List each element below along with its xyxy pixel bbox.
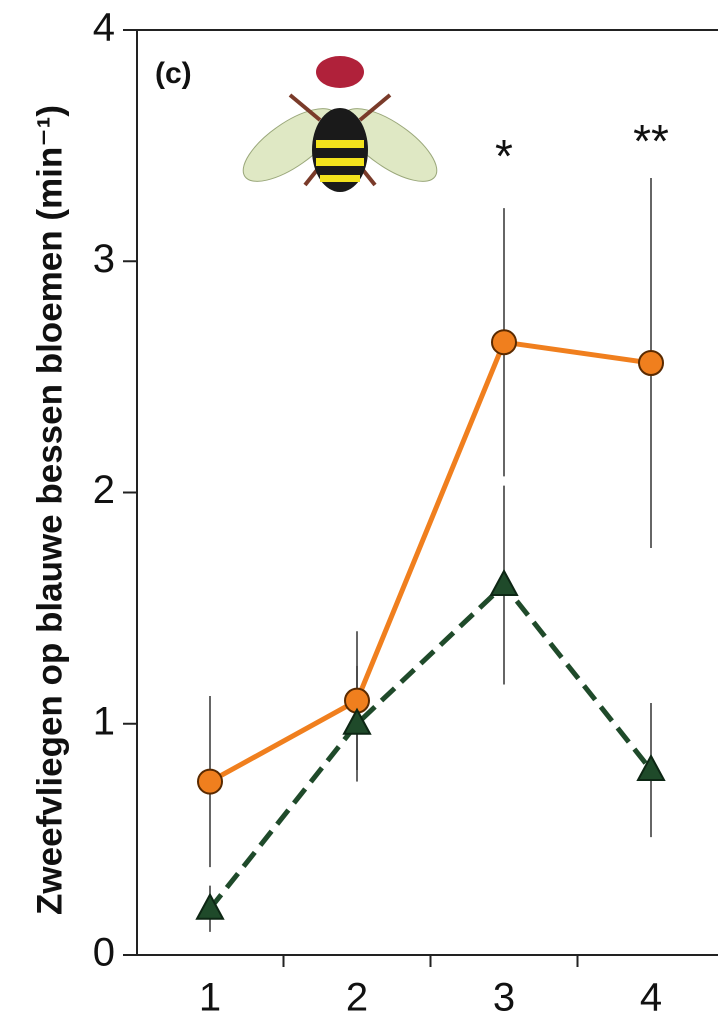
y-tick-label: 4 <box>93 6 115 50</box>
annotation: (c) <box>155 57 192 90</box>
series-line <box>208 339 652 784</box>
series-line <box>208 581 653 911</box>
x-tick-label: 2 <box>346 976 368 1020</box>
annotation: * <box>495 130 513 182</box>
y-tick-label: 2 <box>93 468 115 512</box>
fly-icon <box>242 56 438 192</box>
point <box>636 753 666 781</box>
point <box>342 707 372 735</box>
x-tick-label: 3 <box>493 976 515 1020</box>
y-axis-title: Zweefvliegen op blauwe bessen bloemen (m… <box>30 105 69 915</box>
y-tick-label: 1 <box>93 699 115 743</box>
annotation: ** <box>633 115 669 167</box>
point <box>489 568 519 596</box>
x-tick-label: 1 <box>199 976 221 1020</box>
x-tick-label: 4 <box>640 976 662 1020</box>
point <box>197 768 223 795</box>
y-tick-label: 3 <box>93 237 115 281</box>
point <box>195 892 225 920</box>
point <box>638 350 664 376</box>
y-tick-label: 0 <box>93 931 115 975</box>
point <box>491 329 517 356</box>
